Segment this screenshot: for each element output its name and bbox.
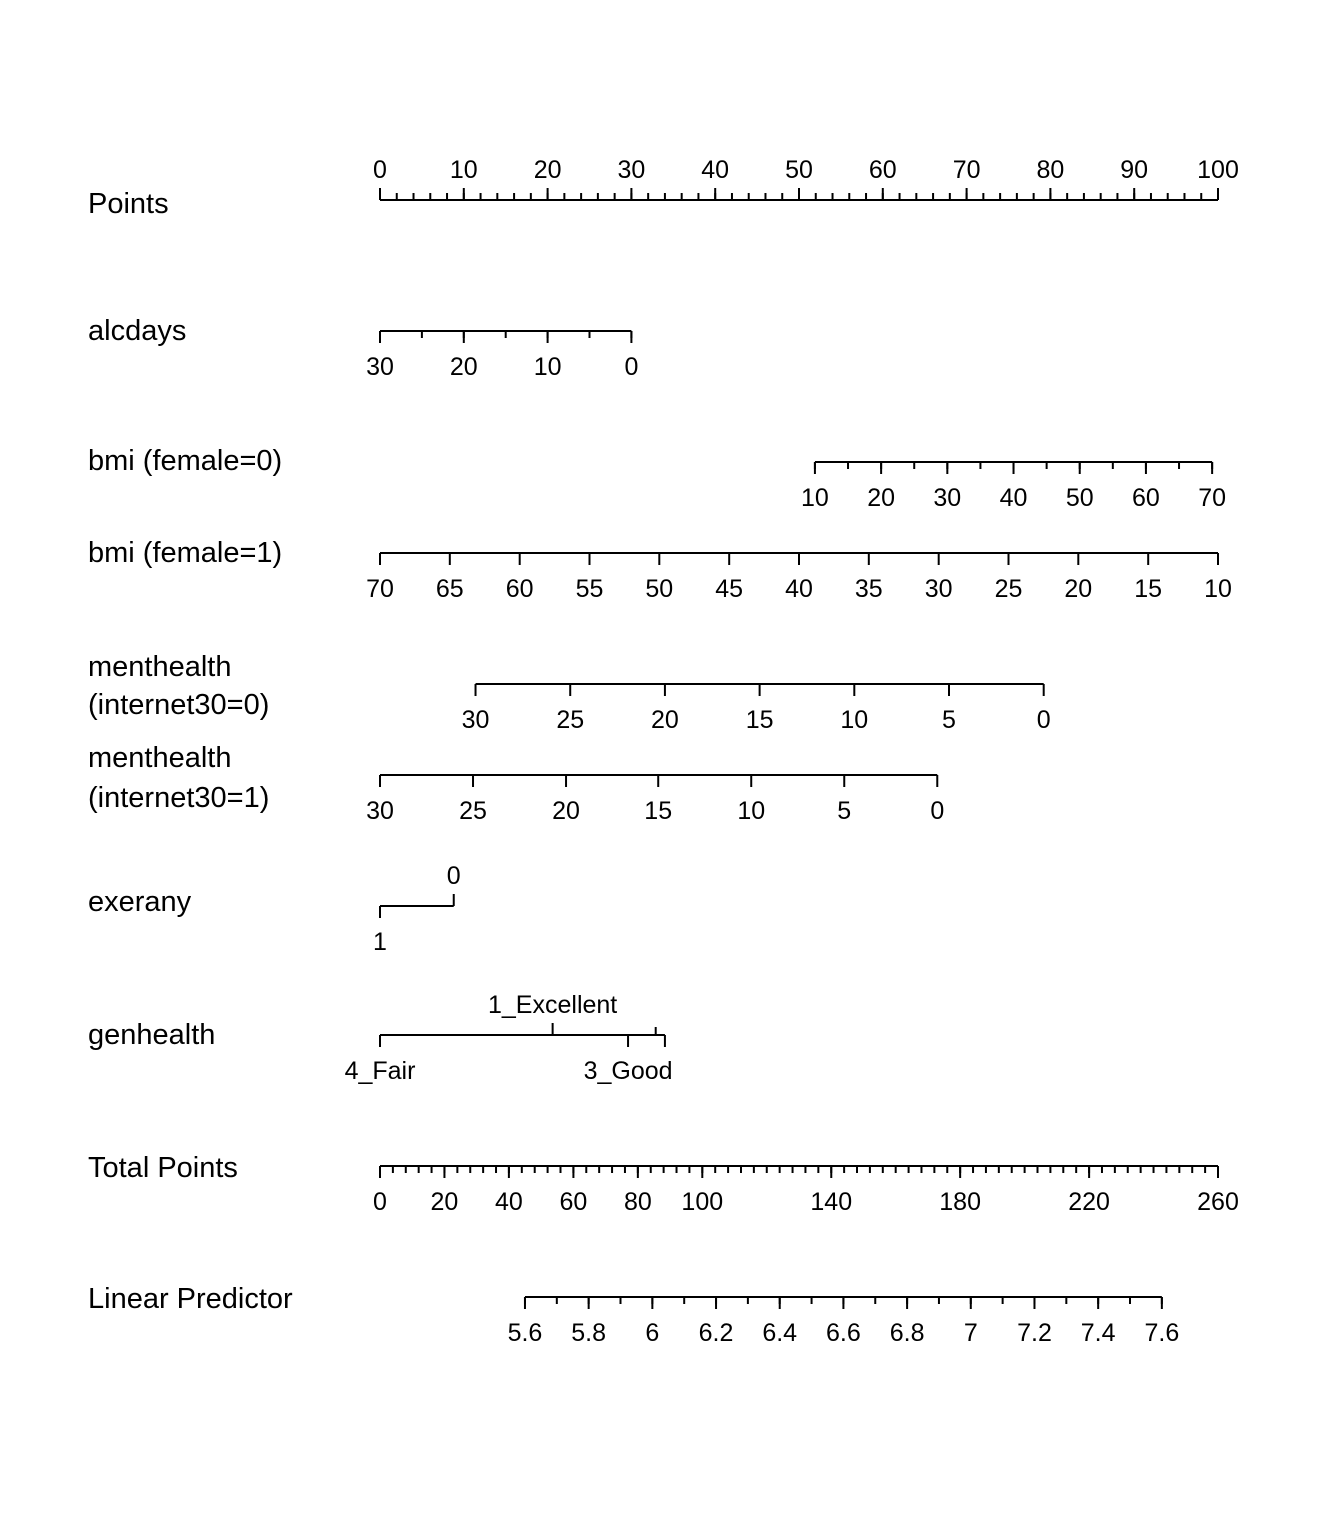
tick-label-alcdays-0: 30	[366, 353, 394, 381]
tick-label-linear-predictor-0: 5.6	[508, 1319, 543, 1347]
tick-label-points-5: 50	[785, 156, 813, 184]
tick-label-alcdays-1: 20	[450, 353, 478, 381]
tick-label-points-6: 60	[869, 156, 897, 184]
tick-label-alcdays-2: 10	[534, 353, 562, 381]
tick-label-bmi-female-0-5: 60	[1132, 484, 1160, 512]
tick-label-points-2: 20	[534, 156, 562, 184]
row-label-bmi-female-0: bmi (female=0)	[88, 445, 282, 477]
tick-label-bmi-female-1-0: 70	[366, 575, 394, 603]
tick-label-bmi-female-0-1: 20	[867, 484, 895, 512]
tick-label-points-3: 30	[617, 156, 645, 184]
row-label-genhealth: genhealth	[88, 1019, 215, 1051]
tick-label-bmi-female-1-9: 25	[995, 575, 1023, 603]
tick-label-genhealth-0: 4_Fair	[345, 1057, 416, 1085]
tick-label-bmi-female-1-5: 45	[715, 575, 743, 603]
tick-label-bmi-female-1-6: 40	[785, 575, 813, 603]
tick-label-bmi-female-1-8: 30	[925, 575, 953, 603]
tick-label-total-points-5: 100	[681, 1188, 723, 1216]
tick-label-total-points-8: 220	[1068, 1188, 1110, 1216]
tick-label-linear-predictor-6: 6.8	[890, 1319, 925, 1347]
tick-label-linear-predictor-3: 6.2	[699, 1319, 734, 1347]
tick-label-points-10: 100	[1197, 156, 1239, 184]
tick-label-total-points-3: 60	[560, 1188, 588, 1216]
row-label-menthealth-internet30-0: menthealth (internet30=0)	[88, 651, 269, 721]
tick-label-bmi-female-1-1: 65	[436, 575, 464, 603]
tick-label-menthealth-internet30-1-2: 20	[552, 797, 580, 825]
row-label-menthealth-internet30-1: menthealth (internet30=1)	[88, 742, 269, 814]
row-label-alcdays: alcdays	[88, 315, 186, 347]
tick-label-bmi-female-1-3: 55	[576, 575, 604, 603]
tick-label-menthealth-internet30-1-3: 15	[644, 797, 672, 825]
tick-label-menthealth-internet30-0-2: 20	[651, 706, 679, 734]
tick-label-linear-predictor-10: 7.6	[1144, 1319, 1179, 1347]
tick-label-bmi-female-1-12: 10	[1204, 575, 1232, 603]
tick-label-bmi-female-0-3: 40	[1000, 484, 1028, 512]
tick-label-total-points-0: 0	[373, 1188, 387, 1216]
tick-label-linear-predictor-8: 7.2	[1017, 1319, 1052, 1347]
tick-label-menthealth-internet30-0-1: 25	[556, 706, 584, 734]
tick-label-bmi-female-1-2: 60	[506, 575, 534, 603]
row-label-exerany: exerany	[88, 886, 192, 918]
tick-label-total-points-6: 140	[810, 1188, 852, 1216]
tick-label-points-9: 90	[1120, 156, 1148, 184]
tick-label-genhealth-2: 3_Good	[584, 1057, 673, 1085]
tick-label-bmi-female-0-2: 30	[933, 484, 961, 512]
row-label-bmi-female-1: bmi (female=1)	[88, 537, 282, 569]
tick-label-total-points-9: 260	[1197, 1188, 1239, 1216]
tick-label-bmi-female-1-7: 35	[855, 575, 883, 603]
tick-label-alcdays-3: 0	[624, 353, 638, 381]
tick-label-bmi-female-1-4: 50	[645, 575, 673, 603]
row-label-total-points: Total Points	[88, 1152, 238, 1184]
tick-label-linear-predictor-9: 7.4	[1081, 1319, 1116, 1347]
tick-label-points-1: 10	[450, 156, 478, 184]
tick-label-exerany-0: 0	[447, 862, 461, 890]
row-label-linear-predictor: Linear Predictor	[88, 1283, 293, 1315]
tick-label-bmi-female-0-6: 70	[1198, 484, 1226, 512]
tick-label-genhealth-1: 1_Excellent	[488, 991, 617, 1019]
tick-label-menthealth-internet30-0-3: 15	[746, 706, 774, 734]
tick-label-linear-predictor-1: 5.8	[571, 1319, 606, 1347]
tick-label-menthealth-internet30-0-6: 0	[1037, 706, 1051, 734]
row-label-points: Points	[88, 188, 169, 220]
tick-label-total-points-2: 40	[495, 1188, 523, 1216]
tick-label-menthealth-internet30-1-5: 5	[837, 797, 851, 825]
tick-label-points-8: 80	[1036, 156, 1064, 184]
tick-label-bmi-female-1-11: 15	[1134, 575, 1162, 603]
tick-label-linear-predictor-5: 6.6	[826, 1319, 861, 1347]
tick-label-exerany-1: 1	[373, 928, 387, 956]
tick-label-points-7: 70	[953, 156, 981, 184]
tick-label-linear-predictor-4: 6.4	[762, 1319, 797, 1347]
tick-label-menthealth-internet30-1-6: 0	[930, 797, 944, 825]
tick-label-bmi-female-1-10: 20	[1064, 575, 1092, 603]
tick-label-linear-predictor-7: 7	[964, 1319, 978, 1347]
tick-label-bmi-female-0-0: 10	[801, 484, 829, 512]
tick-label-menthealth-internet30-0-0: 30	[462, 706, 490, 734]
tick-label-total-points-4: 80	[624, 1188, 652, 1216]
tick-label-menthealth-internet30-1-0: 30	[366, 797, 394, 825]
tick-label-bmi-female-0-4: 50	[1066, 484, 1094, 512]
tick-label-linear-predictor-2: 6	[645, 1319, 659, 1347]
tick-label-total-points-1: 20	[431, 1188, 459, 1216]
tick-label-points-0: 0	[373, 156, 387, 184]
tick-label-total-points-7: 180	[939, 1188, 981, 1216]
tick-label-menthealth-internet30-1-1: 25	[459, 797, 487, 825]
tick-label-menthealth-internet30-0-5: 5	[942, 706, 956, 734]
tick-label-menthealth-internet30-1-4: 10	[737, 797, 765, 825]
tick-label-menthealth-internet30-0-4: 10	[840, 706, 868, 734]
tick-label-points-4: 40	[701, 156, 729, 184]
